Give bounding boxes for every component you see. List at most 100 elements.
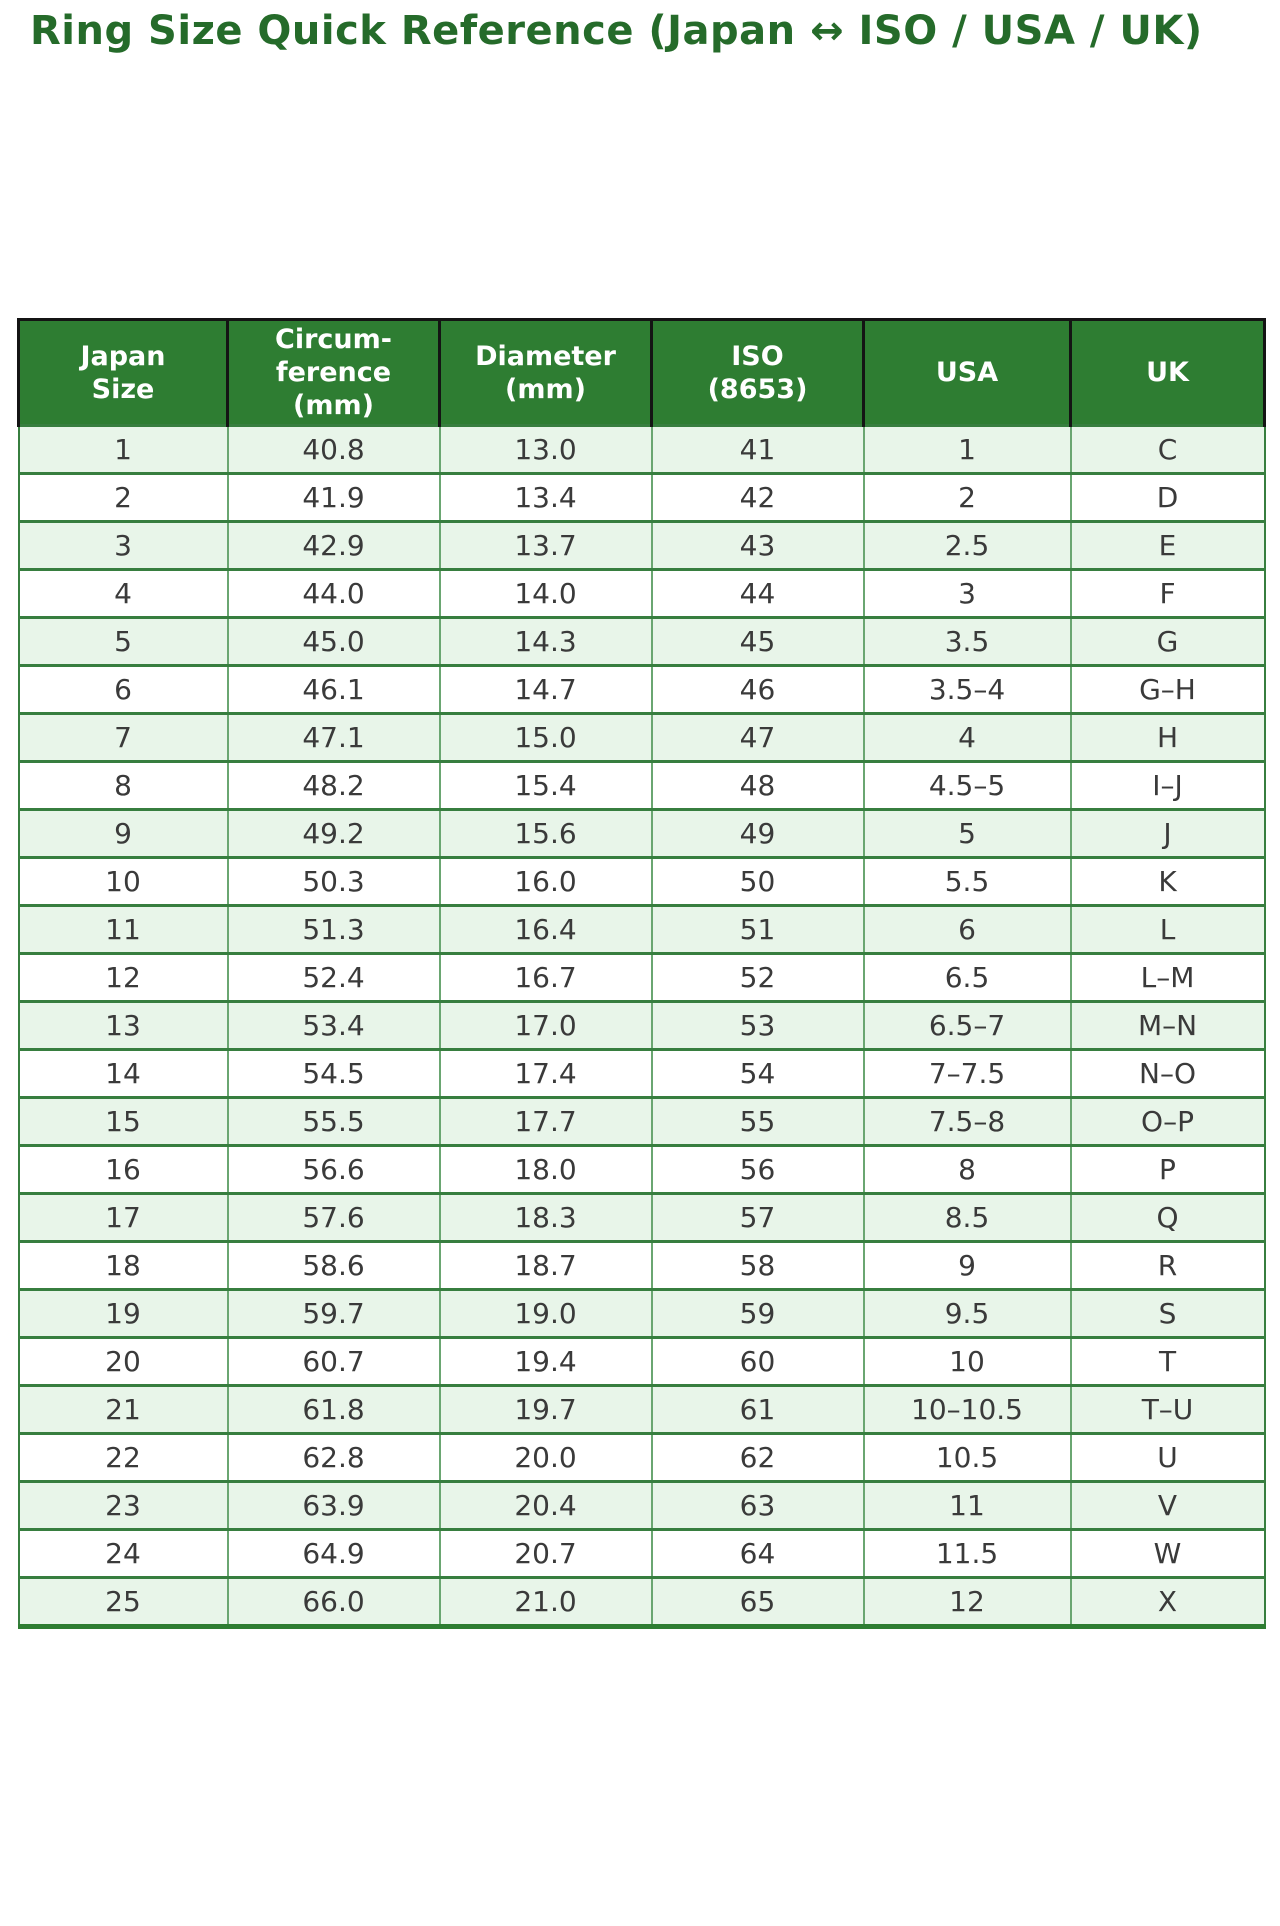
table-cell: 19.4 [438, 1336, 653, 1387]
table-cell: 44 [650, 568, 865, 619]
table-cell: 51 [650, 904, 865, 955]
table-cell: V [1069, 1480, 1266, 1531]
table-cell: 61.8 [226, 1384, 441, 1435]
table-row: 10 50.3 16.0 50 5.5 K [17, 856, 1266, 907]
table-row: 1 40.8 13.0 41 1 C [17, 424, 1266, 475]
table-cell: F [1069, 568, 1266, 619]
table-cell: D [1069, 472, 1266, 523]
table-cell: 7.5–8 [862, 1096, 1072, 1147]
table-cell: 14.0 [438, 568, 653, 619]
table-cell: 10.5 [862, 1432, 1072, 1483]
table-cell: M–N [1069, 1000, 1266, 1051]
table-cell: 47.1 [226, 712, 441, 763]
table-cell: K [1069, 856, 1266, 907]
table-cell: 59 [650, 1288, 865, 1339]
table-cell: 10 [17, 856, 229, 907]
column-header-uk: UK [1069, 318, 1266, 426]
table-cell: 42.9 [226, 520, 441, 571]
table-cell: 8.5 [862, 1192, 1072, 1243]
table-cell: Q [1069, 1192, 1266, 1243]
table-cell: O–P [1069, 1096, 1266, 1147]
table-cell: 2 [862, 472, 1072, 523]
table-cell: 21.0 [438, 1576, 653, 1629]
table-body: 1 40.8 13.0 41 1 C 2 41.9 13.4 42 2 D 3 42.9 13.7 43 2.5… [17, 424, 1266, 1629]
table-cell: 13.4 [438, 472, 653, 523]
table-cell: 6 [17, 664, 229, 715]
table-cell: T–U [1069, 1384, 1266, 1435]
table-cell: 4 [862, 712, 1072, 763]
table-row: 23 63.9 20.4 63 11 V [17, 1480, 1266, 1531]
table-cell: 66.0 [226, 1576, 441, 1629]
table-cell: 57.6 [226, 1192, 441, 1243]
table-cell: 20.0 [438, 1432, 653, 1483]
table-row: 5 45.0 14.3 45 3.5 G [17, 616, 1266, 667]
table-cell: 24 [17, 1528, 229, 1579]
table-cell: 19.7 [438, 1384, 653, 1435]
table-cell: 41 [650, 424, 865, 475]
ring-size-table-container: Japan Size Circum- ference (mm) Diameter… [17, 318, 1266, 1629]
table-cell: 4.5–5 [862, 760, 1072, 811]
table-cell: 3.5–4 [862, 664, 1072, 715]
table-row: 11 51.3 16.4 51 6 L [17, 904, 1266, 955]
table-cell: 13.0 [438, 424, 653, 475]
table-cell: 50.3 [226, 856, 441, 907]
table-cell: 20 [17, 1336, 229, 1387]
page-title: Ring Size Quick Reference (Japan ↔ ISO /… [30, 8, 1203, 54]
table-cell: 9 [17, 808, 229, 859]
table-cell: 1 [862, 424, 1072, 475]
table-cell: 58.6 [226, 1240, 441, 1291]
column-header-japan-size: Japan Size [17, 318, 229, 426]
table-cell: 63 [650, 1480, 865, 1531]
table-cell: 20.4 [438, 1480, 653, 1531]
table-cell: G–H [1069, 664, 1266, 715]
table-cell: 52 [650, 952, 865, 1003]
table-cell: 48 [650, 760, 865, 811]
table-cell: 15 [17, 1096, 229, 1147]
table-cell: G [1069, 616, 1266, 667]
table-cell: 22 [17, 1432, 229, 1483]
table-cell: 54 [650, 1048, 865, 1099]
table-cell: 9.5 [862, 1288, 1072, 1339]
table-cell: 11 [862, 1480, 1072, 1531]
table-cell: 48.2 [226, 760, 441, 811]
table-cell: 5 [862, 808, 1072, 859]
table-cell: L–M [1069, 952, 1266, 1003]
table-cell: 53.4 [226, 1000, 441, 1051]
table-cell: 55 [650, 1096, 865, 1147]
table-cell: X [1069, 1576, 1266, 1629]
table-cell: 57 [650, 1192, 865, 1243]
table-row: 7 47.1 15.0 47 4 H [17, 712, 1266, 763]
table-cell: 15.4 [438, 760, 653, 811]
table-row: 24 64.9 20.7 64 11.5 W [17, 1528, 1266, 1579]
table-cell: 12 [862, 1576, 1072, 1629]
table-cell: 8 [862, 1144, 1072, 1195]
table-cell: 60.7 [226, 1336, 441, 1387]
table-cell: 16.0 [438, 856, 653, 907]
table-cell: 11 [17, 904, 229, 955]
table-row: 17 57.6 18.3 57 8.5 Q [17, 1192, 1266, 1243]
table-cell: 15.0 [438, 712, 653, 763]
table-row: 9 49.2 15.6 49 5 J [17, 808, 1266, 859]
table-cell: 17.4 [438, 1048, 653, 1099]
table-cell: 18.3 [438, 1192, 653, 1243]
table-row: 20 60.7 19.4 60 10 T [17, 1336, 1266, 1387]
table-cell: 51.3 [226, 904, 441, 955]
table-cell: 43 [650, 520, 865, 571]
table-row: 12 52.4 16.7 52 6.5 L–M [17, 952, 1266, 1003]
table-cell: J [1069, 808, 1266, 859]
table-cell: 17.7 [438, 1096, 653, 1147]
table-cell: C [1069, 424, 1266, 475]
column-header-circumference: Circum- ference (mm) [226, 318, 441, 426]
table-cell: 16.7 [438, 952, 653, 1003]
table-cell: 55.5 [226, 1096, 441, 1147]
table-cell: 12 [17, 952, 229, 1003]
table-cell: 62.8 [226, 1432, 441, 1483]
table-cell: S [1069, 1288, 1266, 1339]
table-cell: 17 [17, 1192, 229, 1243]
table-cell: 53 [650, 1000, 865, 1051]
table-row: 18 58.6 18.7 58 9 R [17, 1240, 1266, 1291]
table-row: 4 44.0 14.0 44 3 F [17, 568, 1266, 619]
table-cell: U [1069, 1432, 1266, 1483]
table-cell: 6.5 [862, 952, 1072, 1003]
table-cell: 46.1 [226, 664, 441, 715]
